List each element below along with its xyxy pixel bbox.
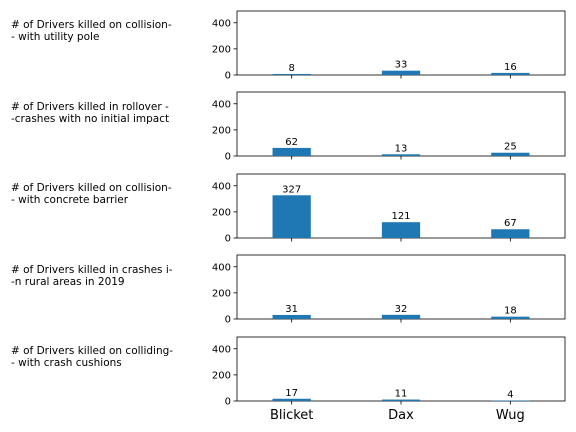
subplot-label-3: # of Drivers killed on collision- - with… <box>11 182 172 206</box>
y-tick-label-4-200: 200 <box>212 288 231 299</box>
y-tick-label-5-400: 400 <box>212 344 231 355</box>
y-tick-label-5-200: 200 <box>212 370 231 381</box>
value-label-4-blicket: 31 <box>285 304 298 315</box>
bar-2-wug <box>491 152 530 156</box>
bar-3-dax <box>381 222 421 238</box>
y-tick-label-1-200: 200 <box>212 44 231 55</box>
y-tick-label-4-400: 400 <box>212 262 231 273</box>
y-tick-label-3-400: 400 <box>212 181 231 192</box>
bar-5-wug <box>491 400 530 401</box>
value-label-1-blicket: 8 <box>288 63 294 74</box>
bar-5-dax <box>381 399 421 401</box>
bar-4-dax <box>381 314 421 319</box>
value-label-3-wug: 67 <box>504 218 517 229</box>
value-label-5-wug: 4 <box>507 389 513 400</box>
y-tick-label-3-0: 0 <box>225 234 231 245</box>
value-label-2-wug: 25 <box>504 142 517 153</box>
subplot-label-4: # of Drivers killed in crashes i- -n rur… <box>11 264 173 288</box>
value-label-3-blicket: 327 <box>282 184 301 195</box>
bar-2-blicket <box>272 147 311 156</box>
bar-1-dax <box>381 70 421 75</box>
y-tick-label-1-400: 400 <box>212 18 231 29</box>
y-tick-label-4-0: 0 <box>225 315 231 326</box>
value-label-3-dax: 121 <box>391 211 410 222</box>
x-tick-label-dax: Dax <box>388 408 414 423</box>
bar-4-blicket <box>272 314 311 319</box>
y-tick-label-2-400: 400 <box>212 99 231 110</box>
value-label-5-dax: 11 <box>395 389 408 400</box>
value-label-4-wug: 18 <box>504 306 517 317</box>
bar-1-blicket <box>272 73 311 75</box>
y-tick-label-1-0: 0 <box>225 71 231 82</box>
value-label-4-dax: 32 <box>395 304 408 315</box>
subplot-label-2: # of Drivers killed in rollover - -crash… <box>11 101 170 125</box>
y-tick-label-2-200: 200 <box>212 125 231 136</box>
y-tick-label-2-0: 0 <box>225 152 231 163</box>
value-label-1-dax: 33 <box>395 60 408 71</box>
bar-4-wug <box>491 316 530 319</box>
value-label-2-dax: 13 <box>395 143 408 154</box>
value-label-5-blicket: 17 <box>285 388 298 399</box>
subplot-label-1: # of Drivers killed on collision- - with… <box>11 19 172 43</box>
x-tick-label-blicket: Blicket <box>270 408 313 423</box>
subplot-label-5: # of Drivers killed on colliding- - with… <box>11 345 174 369</box>
value-label-2-blicket: 62 <box>285 137 298 148</box>
y-tick-label-3-200: 200 <box>212 207 231 218</box>
y-tick-label-5-0: 0 <box>225 397 231 408</box>
bar-3-wug <box>491 229 530 238</box>
bar-1-wug <box>491 72 530 75</box>
bar-5-blicket <box>272 398 311 401</box>
bar-2-dax <box>381 154 421 156</box>
bar-3-blicket <box>272 195 311 238</box>
value-label-1-wug: 16 <box>504 62 517 73</box>
x-tick-label-wug: Wug <box>496 408 525 423</box>
